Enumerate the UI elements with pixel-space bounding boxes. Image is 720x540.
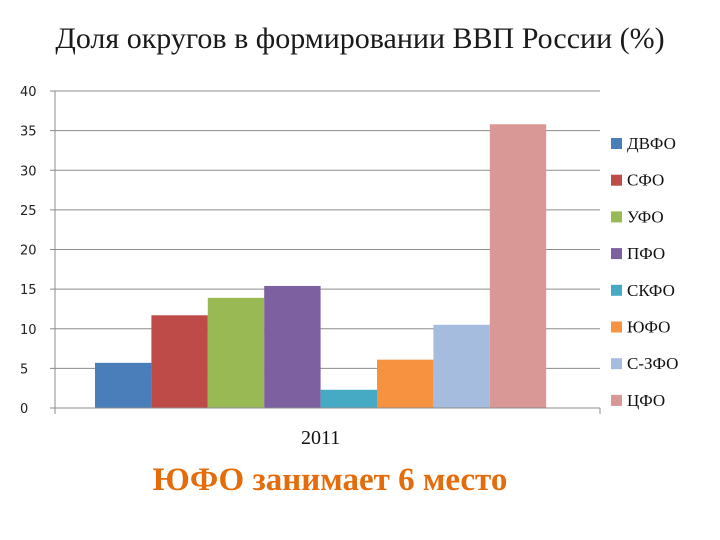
legend-label-ЮФО: ЮФО xyxy=(627,318,670,337)
bars xyxy=(95,124,547,408)
legend-label-УФО: УФО xyxy=(627,207,664,226)
legend-label-ЦФО: ЦФО xyxy=(627,391,665,410)
legend-label-СКФО: СКФО xyxy=(627,281,675,300)
y-axis-tick-labels: 0 5 10 15 20 25 30 35 40 xyxy=(20,85,37,417)
axes xyxy=(50,90,601,414)
caption-text: ЮФО занимает 6 место xyxy=(152,462,508,498)
legend-swatch-С-ЗФО xyxy=(611,358,622,370)
legend-swatch-ДВФО xyxy=(611,138,622,149)
legend-swatch-ПФО xyxy=(611,248,622,260)
legend-swatch-СКФО xyxy=(611,284,622,296)
bar-ПФО xyxy=(264,285,321,408)
bar-СФО xyxy=(151,315,208,408)
y-tick-label-20: 20 xyxy=(20,244,37,259)
bar-ЦФО xyxy=(489,124,547,408)
x-category-label-2011: 2011 xyxy=(301,427,340,449)
y-tick-label-25: 25 xyxy=(20,204,37,219)
legend-swatch-УФО xyxy=(611,211,622,223)
legend-label-ДВФО: ДВФО xyxy=(627,134,676,153)
chart-title: Доля округов в формировании ВВП России (… xyxy=(55,22,665,55)
x-axis-category-labels: 2011 xyxy=(301,427,340,449)
bar-ДВФО xyxy=(95,362,152,408)
y-tick-label-30: 30 xyxy=(20,164,37,179)
bar-УФО xyxy=(207,297,265,408)
y-tick-label-40: 40 xyxy=(20,85,37,100)
legend-swatch-СФО xyxy=(611,174,622,186)
y-tick-label-5: 5 xyxy=(20,362,28,377)
y-tick-label-35: 35 xyxy=(20,125,37,140)
legend-label-С-ЗФО: С-ЗФО xyxy=(627,354,678,373)
bar-СКФО xyxy=(320,389,377,408)
y-tick-label-0: 0 xyxy=(20,402,28,417)
y-tick-label-10: 10 xyxy=(20,323,37,338)
bar-ЮФО xyxy=(377,359,434,408)
y-tick-label-15: 15 xyxy=(20,283,37,298)
legend-label-ПФО: ПФО xyxy=(627,244,665,263)
bar-С-ЗФО xyxy=(433,324,490,408)
legend-label-СФО: СФО xyxy=(627,171,664,190)
legend-swatch-ЦФО xyxy=(611,394,622,406)
legend-swatch-ЮФО xyxy=(611,321,622,333)
legend: ДВФО СФО УФО ПФО СКФО ЮФО С-ЗФО ЦФО xyxy=(611,134,678,410)
